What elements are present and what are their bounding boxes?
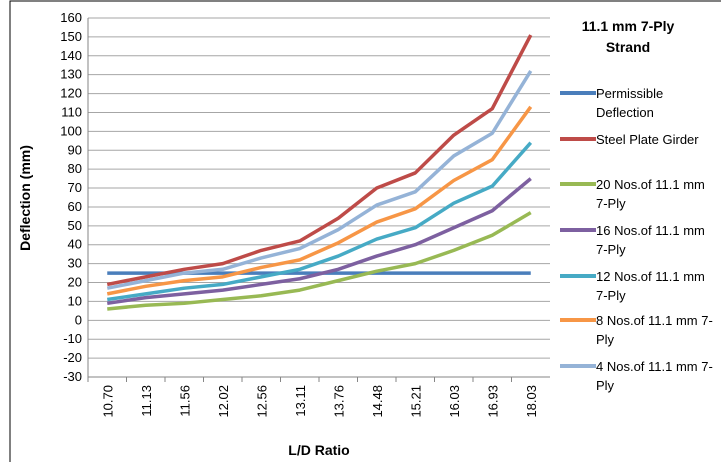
series-line [106,69,533,290]
legend-label: 8 Nos.of 11.1 mm 7-Ply [596,313,713,347]
y-tick-label: 110 [61,104,82,119]
series-line [106,177,532,306]
y-tick-label: -20 [63,350,82,365]
legend-swatch [560,91,596,95]
y-tick-label: 90 [68,142,82,157]
y-tick-label: 150 [60,29,82,44]
legend-swatch [560,228,596,232]
legend-label: 16 Nos.of 11.1 mm 7-Ply [596,223,705,257]
legend-label: 12 Nos.of 11.1 mm 7-Ply [596,269,705,303]
x-tick-label: 11.13 [139,385,154,417]
y-tick-label: 100 [60,123,82,138]
legend-label: 4 Nos.of 11.1 mm 7-Ply [596,359,713,393]
x-tick-label: 16.93 [485,385,500,418]
legend-item: 20 Nos.of 11.1 mm 7-Ply [560,175,720,213]
y-tick-label: 130 [60,67,82,82]
x-tick-label: 10.70 [100,385,115,418]
y-tick-label: -30 [63,369,82,384]
y-tick-label: 120 [60,86,82,101]
legend-swatch [560,318,596,322]
legend-item: 8 Nos.of 11.1 mm 7-Ply [560,311,720,349]
x-tick-label: 11.56 [177,385,192,417]
chart-title: 11.1 mm 7-Ply Strand [581,18,675,55]
x-tick-label: 16.03 [447,385,462,418]
y-tick-label: 160 [60,10,82,25]
legend-item: 16 Nos.of 11.1 mm 7-Ply [560,221,720,259]
x-tick-label: 18.03 [524,385,539,418]
y-tick-label: 20 [68,275,82,290]
x-tick-label: 12.56 [254,385,269,418]
y-tick-label: 10 [68,293,82,308]
x-tick-label: 15.21 [408,385,423,418]
x-tick-label: 14.48 [370,385,385,418]
legend-swatch [560,364,596,368]
y-axis-title: Deflection (mm) [17,145,33,251]
x-tick-label: 12.02 [216,385,231,418]
series-line [106,141,533,302]
y-tick-label: 60 [68,199,82,214]
series-line [107,211,532,311]
y-tick-label: 140 [60,48,82,63]
legend-label: Steel Plate Girder [596,132,699,147]
legend-label: Permissible Deflection [596,86,664,120]
x-axis-title: L/D Ratio [288,442,349,458]
legend-label: 20 Nos.of 11.1 mm 7-Ply [596,177,705,211]
y-tick-label: -10 [63,331,82,346]
frame [9,0,721,462]
y-tick-label: 40 [68,237,82,252]
legend-item: Steel Plate Girder [560,130,720,149]
y-tick-label: 50 [68,218,82,233]
y-tick-label: 30 [68,256,82,271]
legend-item: Permissible Deflection [560,84,720,122]
y-tick-label: 70 [68,180,82,195]
y-tick-label: 80 [68,161,82,176]
x-tick-label: 13.76 [331,385,346,418]
legend-swatch [560,274,596,278]
legend-swatch [560,182,596,186]
legend-item: 4 Nos.of 11.1 mm 7-Ply [560,357,720,395]
legend-swatch [560,137,596,141]
legend-item: 12 Nos.of 11.1 mm 7-Ply [560,267,720,305]
x-tick-label: 13.11 [293,385,308,417]
series-line [106,105,533,296]
y-tick-label: 0 [75,312,82,327]
series-line [106,34,533,287]
